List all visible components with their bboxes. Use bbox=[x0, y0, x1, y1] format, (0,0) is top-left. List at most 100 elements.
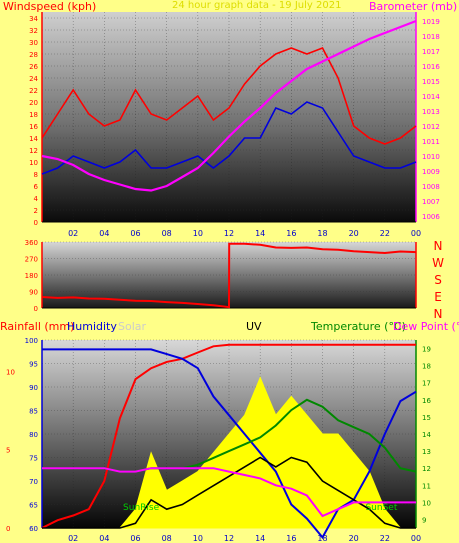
humidity-tick-label: 70 bbox=[29, 478, 38, 486]
rainfall-line bbox=[41, 343, 416, 529]
temperature-tick-label: 15 bbox=[422, 414, 431, 422]
windspeed-tick-label: 30 bbox=[29, 39, 38, 47]
x-tick-label: 14 bbox=[255, 534, 265, 543]
humidity-tick-label: 100 bbox=[25, 337, 38, 345]
direction-tick-label: 180 bbox=[25, 272, 38, 280]
compass-letter: N bbox=[434, 307, 443, 321]
x-tick-label: 20 bbox=[349, 534, 359, 543]
barometer-tick-label: 1008 bbox=[422, 183, 440, 191]
dewpoint-axis-label: Dew Point (°C) bbox=[393, 320, 459, 333]
compass-letter: E bbox=[434, 290, 442, 304]
temperature-tick-label: 13 bbox=[422, 448, 431, 456]
x-tick-label: 18 bbox=[317, 229, 327, 238]
windspeed-tick-label: 4 bbox=[34, 195, 39, 203]
windspeed-tick-label: 20 bbox=[29, 99, 38, 107]
compass-letter: W bbox=[432, 256, 444, 270]
sunrise-label: SunRise bbox=[123, 503, 160, 513]
rainfall-tick-label: 5 bbox=[6, 447, 10, 455]
barometer-tick-label: 1012 bbox=[422, 123, 440, 131]
temperature-tick-label: 14 bbox=[422, 431, 431, 439]
x-tick-label: 06 bbox=[130, 229, 140, 238]
x-tick-label: 00 bbox=[411, 534, 421, 543]
compass-letter: N bbox=[434, 239, 443, 253]
solar-label: Solar bbox=[118, 320, 147, 333]
temperature-axis-label: Temperature (°C) bbox=[311, 320, 406, 333]
windspeed-tick-label: 2 bbox=[34, 207, 38, 215]
x-tick-label: 08 bbox=[162, 229, 172, 238]
x-tick-label: 02 bbox=[68, 534, 78, 543]
direction-tick-label: 0 bbox=[34, 305, 38, 313]
humidity-tick-label: 60 bbox=[29, 525, 38, 533]
rainfall-axis-label: Rainfall (mm) bbox=[0, 320, 75, 333]
x-tick-label: 16 bbox=[286, 534, 296, 543]
rainfall-tick-label: 0 bbox=[6, 525, 10, 533]
x-tick-label: 20 bbox=[349, 229, 359, 238]
x-tick-label: 12 bbox=[224, 534, 234, 543]
axes: 0246810121416182022242628303234100610071… bbox=[6, 12, 440, 543]
barometer-tick-label: 1007 bbox=[422, 198, 440, 206]
barometer-tick-label: 1009 bbox=[422, 168, 440, 176]
windspeed-tick-label: 10 bbox=[29, 159, 38, 167]
temperature-tick-label: 16 bbox=[422, 397, 431, 405]
compass-letter: S bbox=[434, 273, 442, 287]
barometer-tick-label: 1018 bbox=[422, 33, 440, 41]
barometer-tick-label: 1014 bbox=[422, 93, 440, 101]
uv-label: UV bbox=[246, 320, 262, 333]
windspeed-tick-label: 26 bbox=[29, 63, 38, 71]
direction-tick-label: 270 bbox=[25, 256, 38, 264]
temperature-tick-label: 17 bbox=[422, 380, 431, 388]
windspeed-tick-label: 14 bbox=[29, 135, 38, 143]
x-tick-label: 16 bbox=[286, 229, 296, 238]
windspeed-gust-line bbox=[41, 46, 417, 145]
direction-tick-label: 90 bbox=[29, 289, 38, 297]
x-tick-label: 02 bbox=[68, 229, 78, 238]
windspeed-tick-label: 34 bbox=[29, 15, 38, 23]
uv-line bbox=[42, 456, 416, 529]
x-tick-label: 22 bbox=[380, 534, 390, 543]
temperature-tick-label: 10 bbox=[422, 499, 431, 507]
sunset-label: SunSet bbox=[365, 503, 397, 513]
humidity-tick-label: 75 bbox=[29, 455, 38, 463]
x-tick-label: 08 bbox=[162, 534, 172, 543]
x-tick-label: 04 bbox=[99, 229, 109, 238]
barometer-axis-label: Barometer (mb) bbox=[369, 0, 458, 13]
x-tick-label: 04 bbox=[99, 534, 109, 543]
barometer-tick-label: 1006 bbox=[422, 213, 440, 221]
x-tick-label: 00 bbox=[411, 229, 421, 238]
temperature-tick-label: 19 bbox=[422, 346, 431, 354]
barometer-tick-label: 1011 bbox=[422, 138, 440, 146]
x-tick-label: 14 bbox=[255, 229, 265, 238]
barometer-tick-label: 1015 bbox=[422, 78, 440, 86]
temperature-tick-label: 18 bbox=[422, 363, 431, 371]
x-tick-label: 10 bbox=[193, 534, 203, 543]
windspeed-tick-label: 0 bbox=[34, 219, 38, 227]
windspeed-average-line bbox=[41, 101, 417, 175]
humidity-tick-label: 95 bbox=[29, 361, 38, 369]
windspeed-tick-label: 22 bbox=[29, 87, 38, 95]
x-tick-label: 06 bbox=[130, 534, 140, 543]
barometer-tick-label: 1016 bbox=[422, 63, 440, 71]
dewpoint-line bbox=[42, 467, 416, 518]
x-tick-label: 10 bbox=[193, 229, 203, 238]
x-tick-label: 12 bbox=[224, 229, 234, 238]
sun-markers: SunRise SunSet bbox=[123, 503, 398, 513]
barometer-line bbox=[41, 19, 417, 192]
wind-direction-line bbox=[41, 242, 417, 309]
humidity-tick-label: 65 bbox=[29, 502, 38, 510]
direction-tick-label: 360 bbox=[25, 239, 38, 247]
windspeed-tick-label: 16 bbox=[29, 123, 38, 131]
barometer-tick-label: 1019 bbox=[422, 18, 440, 26]
chart-title: 24 hour graph data - 19 July 2021 bbox=[172, 0, 342, 11]
windspeed-tick-label: 18 bbox=[29, 111, 38, 119]
windspeed-axis-label: Windspeed (kph) bbox=[3, 0, 97, 13]
series-lines bbox=[41, 19, 417, 540]
windspeed-tick-label: 28 bbox=[29, 51, 38, 59]
x-tick-label: 22 bbox=[380, 229, 390, 238]
temperature-tick-label: 11 bbox=[422, 482, 431, 490]
humidity-tick-label: 85 bbox=[29, 408, 38, 416]
windspeed-tick-label: 12 bbox=[29, 147, 38, 155]
windspeed-tick-label: 8 bbox=[34, 171, 38, 179]
